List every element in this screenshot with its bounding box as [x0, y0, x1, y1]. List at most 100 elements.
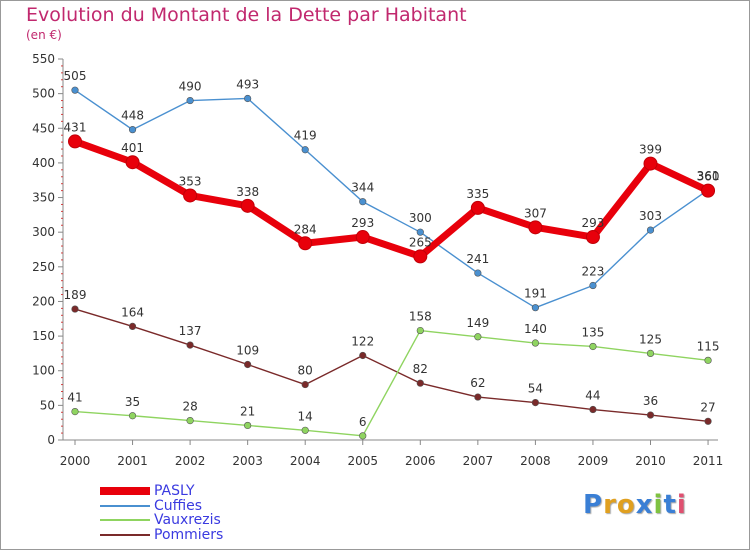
- data-label-pasly: 338: [236, 185, 259, 199]
- data-point-pommiers: [531, 398, 540, 407]
- data-point-cuffies: [474, 269, 482, 277]
- data-label-pommiers: 27: [700, 400, 715, 414]
- data-label-cuffies: 505: [64, 69, 87, 83]
- y-tick-label: 50: [40, 398, 55, 412]
- data-label-cuffies: 490: [179, 80, 202, 94]
- series-line-pommiers: [74, 308, 709, 422]
- data-label-cuffies: 448: [121, 109, 144, 123]
- legend-swatch: [100, 504, 150, 507]
- data-label-vauxrezis: 158: [409, 310, 432, 324]
- data-label-vauxrezis: 135: [581, 325, 604, 339]
- data-point-vauxrezis: [359, 432, 367, 440]
- data-point-pommiers: [128, 322, 137, 330]
- data-label-cuffies: 303: [639, 209, 662, 223]
- x-tick-label: 2009: [578, 454, 609, 468]
- data-label-pasly: 284: [294, 222, 317, 236]
- data-label-vauxrezis: 28: [182, 400, 197, 414]
- data-label-pommiers: 189: [64, 288, 87, 302]
- data-point-cuffies: [71, 86, 79, 94]
- y-tick-label: 350: [32, 191, 55, 205]
- proxiti-logo: Proxiti: [583, 490, 687, 520]
- logo-letter: x: [635, 490, 654, 520]
- data-point-vauxrezis: [704, 356, 712, 364]
- data-label-pommiers: 80: [298, 364, 313, 378]
- data-point-pommiers: [416, 379, 424, 387]
- data-label-pommiers: 164: [121, 305, 144, 319]
- x-tick-label: 2011: [693, 454, 724, 468]
- data-point-pasly: [470, 200, 485, 215]
- data-label-cuffies: 493: [236, 77, 259, 91]
- logo-letter: P: [583, 490, 604, 520]
- data-point-pommiers: [244, 360, 252, 369]
- data-label-vauxrezis: 41: [67, 391, 82, 405]
- data-label-cuffies: 300: [409, 211, 432, 225]
- logo-letter: i: [676, 490, 687, 520]
- data-label-pommiers: 122: [351, 334, 374, 348]
- data-point-pommiers: [186, 341, 194, 349]
- data-point-vauxrezis: [416, 326, 424, 335]
- x-tick-label: 2008: [520, 454, 551, 468]
- y-tick-label: 0: [47, 433, 55, 447]
- data-label-pasly: 353: [179, 174, 202, 188]
- data-label-pasly: 335: [466, 187, 489, 201]
- data-point-pasly: [701, 183, 716, 198]
- data-label-pasly: 401: [121, 141, 144, 155]
- series-line-vauxrezis: [74, 329, 709, 437]
- data-point-pommiers: [704, 417, 712, 425]
- data-point-pasly: [240, 198, 255, 213]
- x-tick-label: 2005: [347, 454, 378, 468]
- data-label-pasly: 360: [697, 170, 720, 184]
- data-point-pasly: [413, 249, 428, 264]
- data-label-pasly: 431: [64, 120, 87, 134]
- legend-swatch: [100, 487, 150, 495]
- logo-letter: o: [616, 490, 636, 520]
- legend-label: Vauxrezis: [154, 512, 221, 528]
- chart-title: Evolution du Montant de la Dette par Hab…: [26, 4, 467, 26]
- data-point-vauxrezis: [531, 339, 540, 347]
- data-point-vauxrezis: [128, 412, 137, 420]
- data-point-cuffies: [531, 304, 540, 312]
- data-label-vauxrezis: 140: [524, 322, 547, 336]
- data-label-vauxrezis: 115: [697, 339, 720, 353]
- y-tick-label: 250: [32, 260, 55, 274]
- data-label-pommiers: 54: [528, 382, 543, 396]
- data-point-vauxrezis: [589, 342, 597, 351]
- y-tick-label: 550: [32, 52, 55, 66]
- data-label-vauxrezis: 14: [298, 409, 313, 423]
- data-label-pasly: 265: [409, 235, 432, 249]
- data-point-cuffies: [244, 94, 252, 103]
- data-label-pasly: 399: [639, 143, 662, 157]
- data-point-pommiers: [301, 380, 309, 389]
- data-point-cuffies: [646, 226, 655, 234]
- data-label-cuffies: 223: [581, 265, 604, 279]
- data-label-pommiers: 44: [585, 389, 600, 403]
- y-tick-label: 300: [32, 225, 55, 239]
- data-point-cuffies: [416, 228, 424, 236]
- chart-subtitle: (en €): [26, 28, 62, 42]
- data-label-pasly: 307: [524, 206, 547, 220]
- x-tick-label: 2010: [635, 454, 666, 468]
- legend-swatch: [100, 533, 150, 536]
- logo-letter: i: [653, 490, 664, 520]
- data-label-pommiers: 109: [236, 343, 259, 357]
- x-tick-label: 2004: [290, 454, 321, 468]
- logo-letter: t: [663, 490, 677, 520]
- legend-swatch: [100, 519, 150, 521]
- series-line-cuffies: [74, 89, 709, 309]
- legend-label: PASLY: [154, 483, 195, 499]
- data-label-pasly: 293: [581, 216, 604, 230]
- data-label-vauxrezis: 35: [125, 395, 140, 409]
- data-point-pommiers: [71, 305, 79, 313]
- data-point-pommiers: [589, 405, 597, 414]
- data-point-vauxrezis: [244, 421, 252, 430]
- series-line-pasly: [71, 137, 712, 260]
- data-label-cuffies: 344: [351, 181, 374, 195]
- x-tick-label: 2002: [175, 454, 206, 468]
- data-point-cuffies: [186, 96, 194, 105]
- x-tick-label: 2003: [232, 454, 263, 468]
- data-point-cuffies: [359, 198, 367, 206]
- data-label-pommiers: 36: [643, 394, 658, 408]
- data-label-cuffies: 419: [294, 129, 317, 143]
